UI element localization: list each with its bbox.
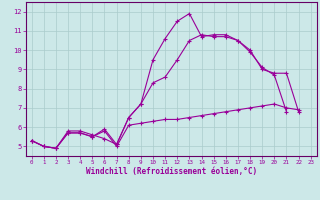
X-axis label: Windchill (Refroidissement éolien,°C): Windchill (Refroidissement éolien,°C): [86, 167, 257, 176]
